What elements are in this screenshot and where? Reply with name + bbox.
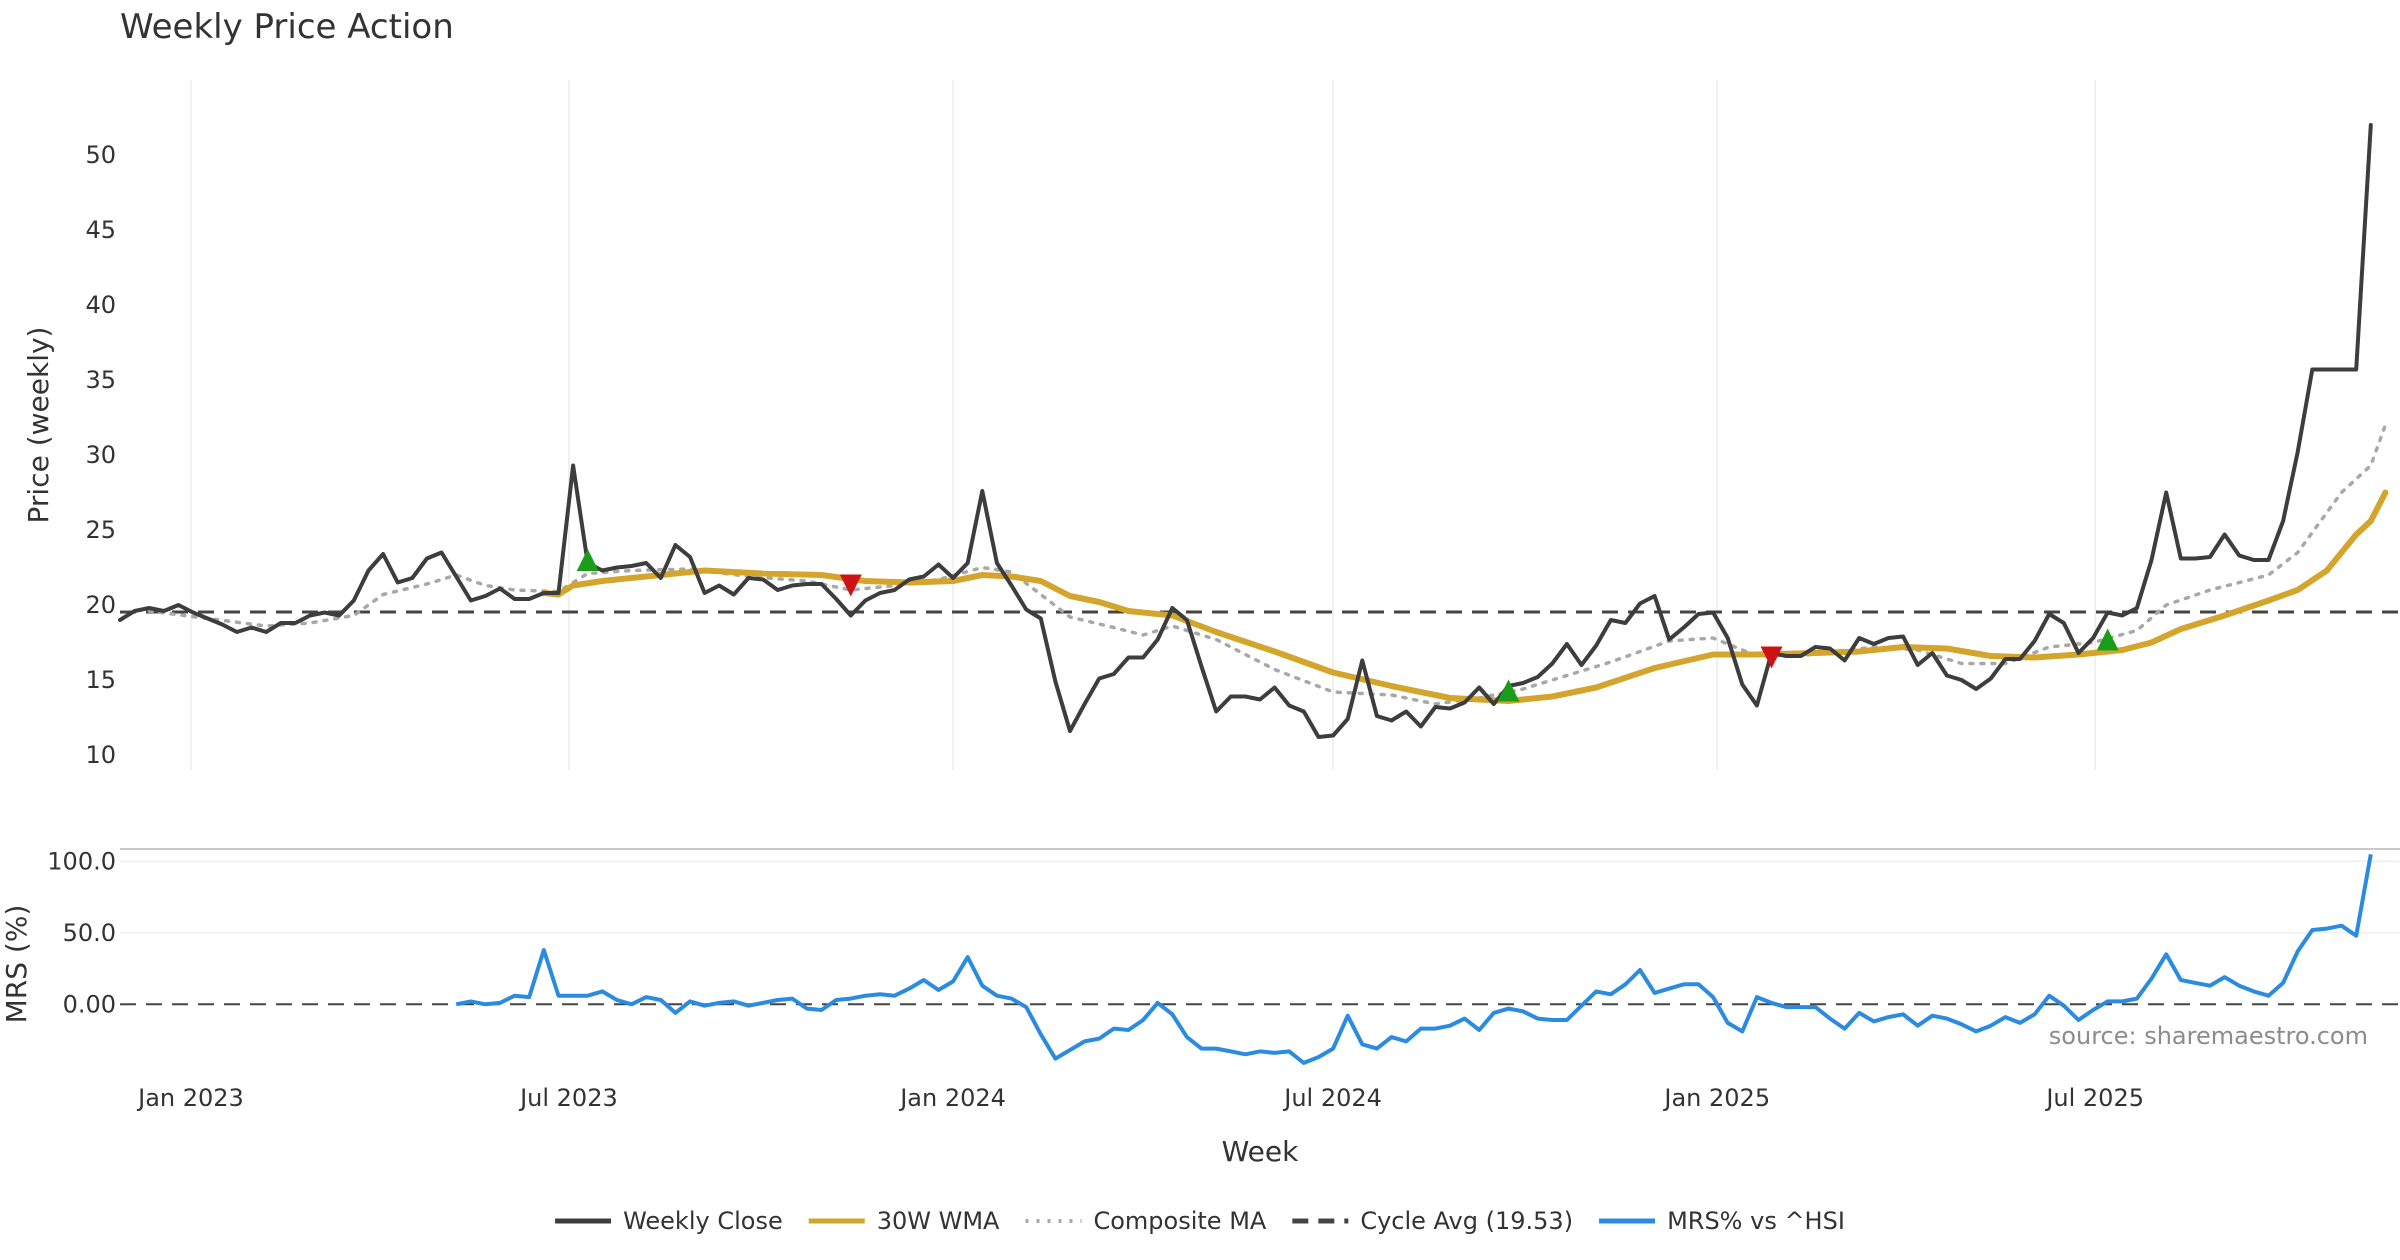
price-y-ticks: 10 15 20 25 30 35 40 45 50 xyxy=(85,141,116,769)
price-y-tick-label: 35 xyxy=(85,366,116,394)
price-y-tick-label: 30 xyxy=(85,441,116,469)
sell-signal-marker xyxy=(839,574,862,597)
price-y-tick-label: 15 xyxy=(85,666,116,694)
weekly-close-line xyxy=(118,123,2373,739)
legend-label: 30W WMA xyxy=(877,1207,1000,1235)
legend-label: Composite MA xyxy=(1093,1207,1266,1235)
price-y-tick-label: 25 xyxy=(85,516,116,544)
x-tick-label: Jul 2025 xyxy=(2044,1084,2144,1112)
chart-title: Weekly Price Action xyxy=(120,7,454,47)
mrs-y-tick-label: 0.00 xyxy=(63,990,116,1018)
mrs-line xyxy=(455,853,2373,1065)
price-gridlines xyxy=(190,80,2096,770)
mrs-y-axis-label: MRS (%) xyxy=(0,905,33,1024)
price-y-tick-label: 40 xyxy=(85,291,116,319)
x-axis-label: Week xyxy=(1222,1135,1299,1168)
sell-signal-marker xyxy=(1760,646,1783,669)
price-y-axis-label: Price (weekly) xyxy=(22,327,55,524)
price-y-tick-label: 45 xyxy=(85,216,116,244)
mrs-y-tick-label: 100.0 xyxy=(47,847,116,875)
x-tick-label: Jan 2023 xyxy=(136,1084,244,1112)
price-series-layer xyxy=(118,123,2389,739)
legend-label: Weekly Close xyxy=(623,1207,783,1235)
cycle-avg-layer xyxy=(120,610,2400,1006)
price-y-tick-label: 20 xyxy=(85,591,116,619)
legend: Weekly Close 30W WMA Composite MA Cycle Avg… xyxy=(555,1207,1845,1235)
x-tick-label: Jan 2025 xyxy=(1662,1084,1770,1112)
composite-ma-line xyxy=(147,423,2388,706)
mrs-y-ticks: 100.0 50.0 0.00 xyxy=(47,847,116,1018)
mrs-series-layer xyxy=(455,853,2373,1065)
signal-markers xyxy=(576,549,2119,702)
30w-wma-line xyxy=(540,489,2389,704)
buy-signal-marker xyxy=(1497,679,1520,702)
x-tick-label: Jan 2024 xyxy=(898,1084,1006,1112)
x-ticks: Jan 2023 Jul 2023 Jan 2024 Jul 2024 Jan 2025… xyxy=(136,1084,2144,1112)
buy-signal-marker xyxy=(2096,628,2119,651)
legend-label: MRS% vs ^HSI xyxy=(1667,1207,1845,1235)
x-tick-label: Jul 2023 xyxy=(518,1084,618,1112)
mrs-y-tick-label: 50.0 xyxy=(63,919,116,947)
source-note: source: sharemaestro.com xyxy=(2049,1022,2368,1050)
price-y-tick-label: 50 xyxy=(85,141,116,169)
x-tick-label: Jul 2024 xyxy=(1282,1084,1382,1112)
legend-label: Cycle Avg (19.53) xyxy=(1360,1207,1573,1235)
price-y-tick-label: 10 xyxy=(85,741,116,769)
mrs-gridlines xyxy=(120,860,2400,934)
buy-signal-marker xyxy=(576,549,599,571)
